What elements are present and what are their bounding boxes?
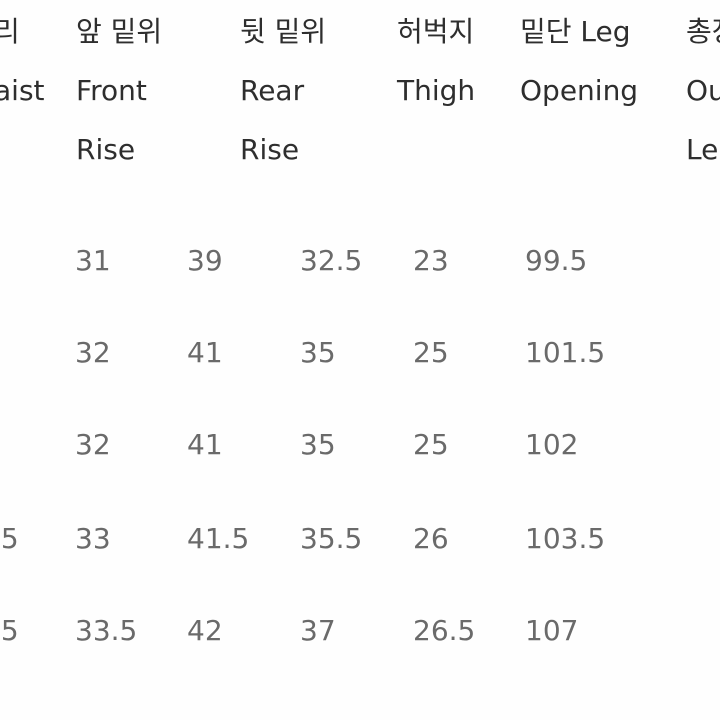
cell: 102 (525, 428, 579, 461)
header-text: 총장 (686, 15, 720, 48)
cell: 42 (187, 614, 223, 647)
cell: 25 (413, 336, 449, 369)
cell: 41 (187, 336, 223, 369)
cell: 41.5 (187, 522, 250, 555)
cell: 25 (413, 428, 449, 461)
cell: 41 (187, 428, 223, 461)
cell: 35.5 (300, 522, 363, 555)
cell: 37 (300, 614, 336, 647)
header-text: Rise (76, 133, 136, 166)
header-text: 리 (0, 15, 20, 48)
cut-cell: .5 (0, 614, 19, 647)
header-text: 뒷 밑위 (240, 15, 327, 48)
header-text: 밑단 Leg (520, 15, 631, 48)
cell: 101.5 (525, 336, 606, 369)
cell: 32 (75, 428, 111, 461)
cell: 103.5 (525, 522, 606, 555)
cell: 32.5 (300, 244, 363, 277)
cell: 33.5 (75, 614, 138, 647)
cell: 26.5 (413, 614, 476, 647)
cell: 39 (187, 244, 223, 277)
cut-cell: .5 (0, 522, 19, 555)
header-text: 허벅지 (397, 15, 475, 48)
cell: 26 (413, 522, 449, 555)
header-text: Rear (240, 74, 305, 107)
cell: 33 (75, 522, 111, 555)
header-text: Opening (520, 74, 639, 107)
header-text: Front (76, 74, 147, 107)
header-text: 앞 밑위 (76, 15, 163, 48)
cell: 99.5 (525, 244, 588, 277)
header-text: aist (0, 74, 45, 107)
cell: 23 (413, 244, 449, 277)
cut-cell: . (0, 247, 1, 275)
cell: 107 (525, 614, 579, 647)
header-text: Le (686, 133, 719, 166)
cell: 35 (300, 336, 336, 369)
header-text: Ou (686, 74, 720, 107)
cell: 35 (300, 428, 336, 461)
cell: 32 (75, 336, 111, 369)
header-text: Thigh (397, 74, 476, 107)
header-text: Rise (240, 133, 300, 166)
cell: 31 (75, 244, 111, 277)
